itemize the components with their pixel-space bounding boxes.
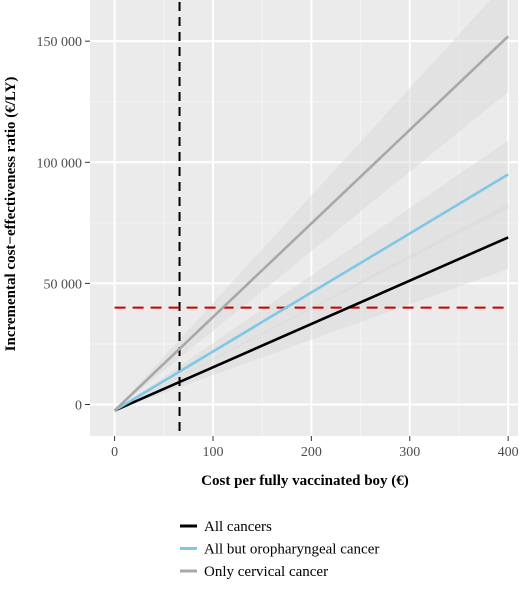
- y-tick-label: 150 000: [37, 35, 83, 50]
- legend: All cancers All but oropharyngeal cancer O…: [180, 519, 379, 580]
- x-tick-label: 300: [399, 445, 420, 460]
- legend-label-1: All but oropharyngeal cancer: [204, 542, 379, 558]
- y-axis-label: Incremental cost−effectiveness ratio (€/…: [3, 77, 19, 352]
- x-tick-label: 400: [498, 445, 519, 460]
- y-axis: 0 50 000 100 000 150 000: [37, 35, 90, 414]
- confidence-band-0: [114, 203, 509, 411]
- grid-minor: [90, 0, 518, 436]
- series-line-2: [113, 35, 510, 412]
- x-tick-label: 0: [111, 445, 118, 460]
- x-tick-label: 100: [202, 445, 223, 460]
- legend-label-2: Only cervical cancer: [204, 564, 328, 580]
- y-tick-label: 50 000: [44, 277, 83, 292]
- plot-panel: [90, 0, 518, 436]
- reference-lines: [114, 2, 509, 436]
- series-line-0: [114, 236, 509, 412]
- x-axis: 0 100 200 300 400: [111, 436, 519, 460]
- y-tick-label: 0: [75, 399, 82, 414]
- legend-label-0: All cancers: [204, 519, 272, 535]
- confidence-band-1: [114, 140, 509, 411]
- grid-major: [90, 0, 518, 436]
- series-line-1: [113, 173, 509, 412]
- x-tick-label: 200: [301, 445, 322, 460]
- y-tick-label: 100 000: [37, 156, 83, 171]
- x-axis-label: Cost per fully vaccinated boy (€): [201, 473, 409, 489]
- series-lines: [113, 35, 510, 412]
